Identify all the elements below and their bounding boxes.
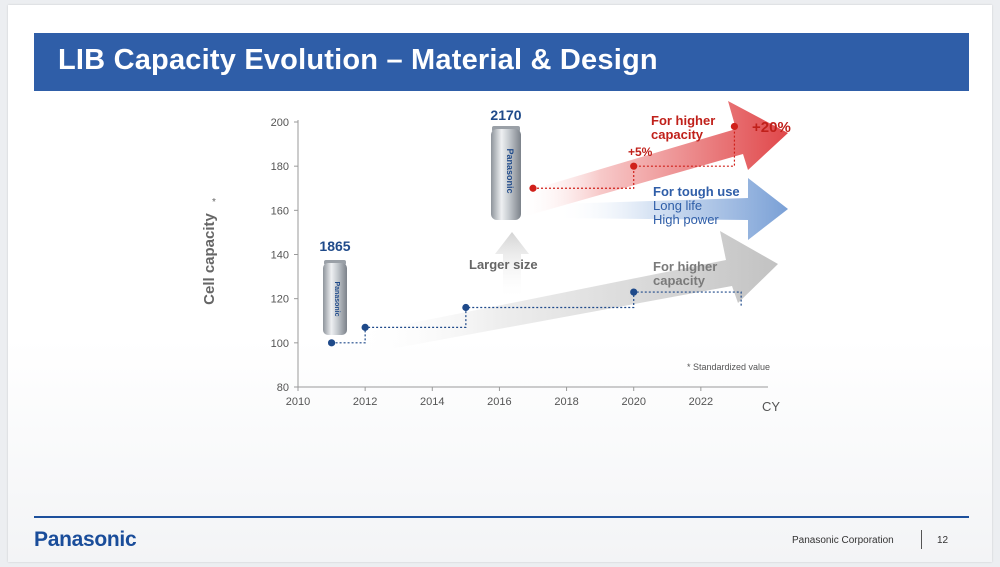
plus5-label: +5% xyxy=(628,145,653,159)
chart-series xyxy=(327,122,742,347)
series-1-point xyxy=(730,122,739,131)
cell-1865-brand: Panasonic xyxy=(333,281,340,316)
x-tick-label: 2018 xyxy=(554,396,578,408)
footnote: * Standardized value xyxy=(687,362,770,372)
slide: LIB Capacity Evolution – Material & Desi… xyxy=(8,5,992,562)
red-arrow-label-line2: capacity xyxy=(651,127,704,142)
series-1-point xyxy=(630,162,638,170)
y-tick-label: 180 xyxy=(271,161,289,173)
y-tick-label: 200 xyxy=(271,117,289,129)
series-0-point xyxy=(462,303,470,312)
cell-2170-brand: Panasonic xyxy=(505,148,515,193)
blue-arrow-label-line1: For tough use xyxy=(653,184,740,199)
gray-arrow-label-line1: For higher xyxy=(653,259,717,274)
series-0-point xyxy=(361,323,369,331)
y-tick-label: 140 xyxy=(271,250,289,262)
page-number: 12 xyxy=(937,535,949,546)
plus20-label: +20% xyxy=(752,119,791,136)
x-tick-label: 2014 xyxy=(420,396,444,408)
y-axis-label-mark: * xyxy=(212,197,216,208)
y-tick-label: 80 xyxy=(277,382,289,394)
x-tick-label: 2010 xyxy=(286,396,310,408)
footer-separator xyxy=(921,530,922,549)
series-0-point xyxy=(630,288,638,296)
larger-size-arrow xyxy=(495,232,529,300)
slide-title: LIB Capacity Evolution – Material & Desi… xyxy=(58,44,658,76)
x-axis-label: CY xyxy=(762,399,780,414)
x-tick-label: 2020 xyxy=(621,396,645,408)
series-1-point xyxy=(529,184,537,192)
x-tick-label: 2022 xyxy=(689,396,713,408)
cell-1865-image: Panasonic xyxy=(323,260,347,335)
panasonic-logo: Panasonic xyxy=(34,528,137,551)
y-tick-label: 160 xyxy=(271,205,289,217)
chart-axes: 80 100 120 140 160 180 200 2010 2012 2014 2016 2018… xyxy=(271,117,768,408)
cell-2170-image: Panasonic xyxy=(491,126,521,220)
blue-arrow-label-line3: High power xyxy=(653,212,719,227)
blue-trend-arrow xyxy=(556,178,788,240)
trend-arrows xyxy=(352,101,788,355)
blue-arrow-label-line2: Long life xyxy=(653,198,702,213)
cell-1865-label: 1865 xyxy=(319,238,350,254)
gray-trend-arrow xyxy=(352,231,778,355)
title-bar: LIB Capacity Evolution – Material & Desi… xyxy=(34,33,969,91)
larger-size-label: Larger size xyxy=(469,257,538,272)
red-trend-arrow xyxy=(520,101,788,216)
x-tick-label: 2016 xyxy=(487,396,511,408)
y-tick-label: 100 xyxy=(271,338,289,350)
footer-corporation: Panasonic Corporation xyxy=(792,535,894,546)
capacity-chart: Panasonic Panasonic 1865 2170 Larger siz… xyxy=(201,101,791,414)
x-tick-label: 2012 xyxy=(353,396,377,408)
y-tick-label: 120 xyxy=(271,294,289,306)
y-axis-label: Cell capacity xyxy=(201,212,218,304)
series-1-step-line xyxy=(533,126,736,189)
series-0-point xyxy=(327,339,336,347)
red-arrow-label-line1: For higher xyxy=(651,113,715,128)
footer-divider xyxy=(34,516,969,518)
cell-2170-label: 2170 xyxy=(490,107,521,123)
gray-arrow-label-line2: capacity xyxy=(653,273,706,288)
